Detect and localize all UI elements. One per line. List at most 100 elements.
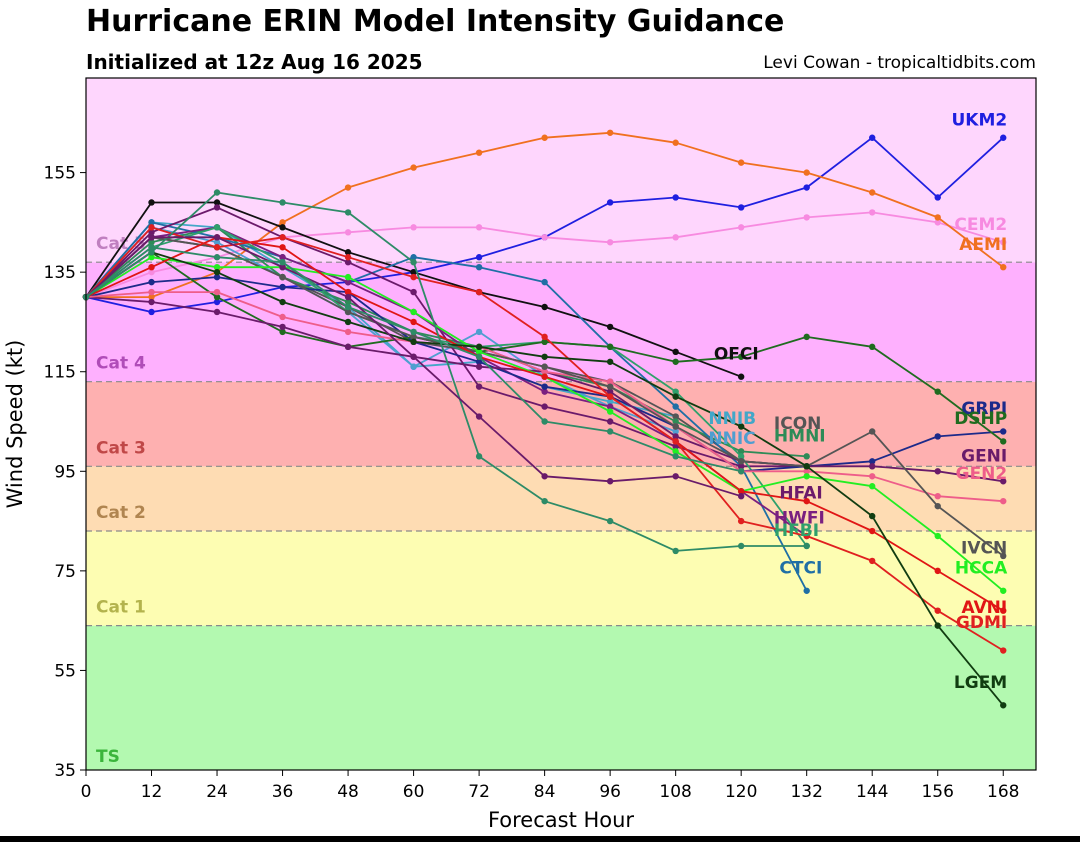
data-point (148, 268, 155, 276)
data-point (148, 249, 155, 256)
data-point (934, 567, 941, 575)
x-tick-label: 120 (725, 782, 757, 802)
data-point (213, 293, 221, 301)
data-point (1000, 478, 1007, 485)
data-point (344, 209, 352, 216)
x-tick-label: 156 (921, 782, 953, 802)
data-point (279, 323, 286, 331)
data-point (672, 423, 679, 430)
data-point (475, 149, 483, 156)
data-point (737, 492, 745, 500)
data-point (737, 542, 745, 550)
data-point (672, 194, 679, 201)
data-point (869, 473, 876, 480)
y-tick-label: 55 (54, 661, 76, 681)
data-point (606, 393, 614, 400)
data-point (672, 348, 679, 356)
data-point (344, 288, 352, 296)
data-point (213, 224, 221, 231)
model-label-lgem: LGEM (954, 673, 1007, 693)
data-point (869, 189, 876, 196)
data-point (606, 418, 614, 425)
data-point (148, 298, 155, 306)
model-series (82, 129, 1007, 709)
model-label-hfai: HFAI (779, 484, 822, 504)
data-point (803, 184, 810, 191)
x-tick-label: 48 (337, 782, 359, 802)
y-tick-label: 135 (44, 263, 76, 283)
data-point (934, 388, 941, 395)
data-point (1000, 263, 1007, 271)
data-point (606, 478, 614, 485)
data-point (148, 308, 155, 316)
y-tick-label: 115 (44, 363, 76, 383)
data-point (475, 383, 483, 390)
data-point (475, 353, 483, 360)
data-point (737, 468, 745, 475)
x-tick-label: 108 (659, 782, 691, 802)
data-point (672, 547, 679, 555)
data-point (803, 463, 810, 470)
data-point (541, 278, 548, 286)
data-point (541, 303, 548, 311)
data-point (1000, 607, 1007, 614)
data-point (606, 398, 614, 405)
model-label-dshp: DSHP (954, 409, 1007, 429)
data-point (541, 373, 548, 380)
data-point (410, 268, 417, 276)
data-point (869, 483, 876, 490)
data-point (606, 403, 614, 410)
data-point (475, 453, 483, 460)
data-point (148, 293, 155, 301)
data-point (148, 278, 155, 286)
data-point (737, 458, 745, 465)
data-point (672, 413, 679, 420)
data-point (541, 403, 548, 410)
bottom-bar (0, 836, 1080, 842)
data-point (869, 512, 876, 520)
data-point (148, 224, 155, 231)
data-point (344, 308, 352, 316)
data-point (869, 343, 876, 351)
data-point (803, 587, 810, 594)
data-point (344, 249, 352, 256)
data-point (213, 254, 221, 261)
data-point (213, 244, 221, 251)
data-point (148, 239, 155, 246)
data-point (672, 139, 679, 146)
data-point (541, 418, 548, 425)
x-tick-label: 96 (599, 782, 621, 802)
data-point (344, 273, 352, 281)
data-point (737, 453, 745, 460)
data-point (410, 333, 417, 341)
series-avni (82, 234, 1007, 614)
data-point (475, 343, 483, 351)
axes: 0 12 24 36 48 60 72 84 96 108 120 132 144 156 168 35 55 7… (3, 77, 1037, 832)
data-point (148, 199, 155, 206)
data-point (672, 443, 679, 450)
data-point (803, 468, 810, 475)
data-point (541, 388, 548, 395)
band-label-cat-4: Cat 4 (96, 354, 146, 374)
data-point (803, 532, 810, 540)
data-point (279, 199, 286, 206)
data-point (672, 428, 679, 435)
data-point (541, 234, 548, 241)
data-point (672, 418, 679, 425)
data-point (541, 333, 548, 341)
data-point (606, 199, 614, 206)
data-point (475, 254, 483, 261)
y-tick-label: 35 (54, 761, 76, 781)
data-point (279, 313, 286, 321)
data-point (606, 428, 614, 435)
model-label-ivcn: IVCN (961, 538, 1007, 558)
data-point (803, 169, 810, 176)
band-label-cat-2: Cat 2 (96, 503, 146, 523)
model-label-geni: GENI (961, 446, 1007, 466)
data-point (934, 607, 941, 614)
data-point (869, 428, 876, 435)
data-point (475, 363, 483, 370)
data-point (541, 353, 548, 360)
model-label-hmni: HMNI (774, 426, 826, 446)
